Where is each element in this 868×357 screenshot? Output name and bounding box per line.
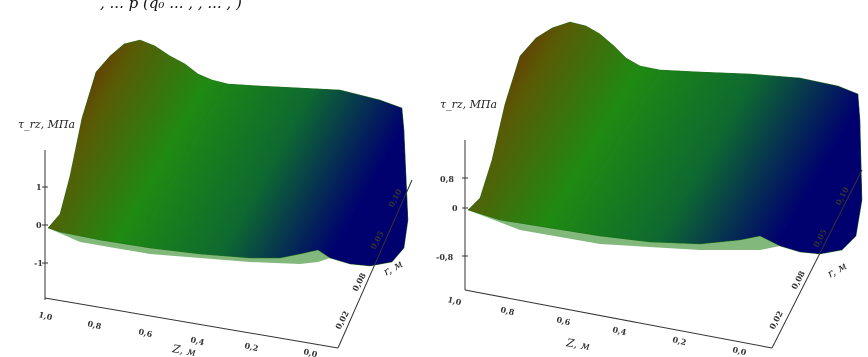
chart-right: 0,8 0 -0,8 τ_rz, МПа 1,0 0,8 0,6 0,4 0,2…: [436, 21, 863, 357]
x-tick-label: 0,8: [500, 304, 516, 317]
x-tick-label: 0,6: [138, 326, 154, 339]
x-tick-label: 0,6: [556, 314, 572, 327]
x-tick-label: 1,0: [38, 309, 54, 322]
surface-right: [467, 21, 863, 255]
x-tick-label: 0,0: [732, 344, 748, 357]
x-tick-label: 1,0: [447, 294, 463, 307]
z-axis-label: τ_rz, МПа: [440, 98, 497, 111]
x-tick-label: 0,8: [87, 318, 103, 331]
r-tick-label: 0,02: [333, 309, 351, 331]
x-tick-label: 0,0: [303, 346, 319, 357]
top-caption: , ... р (q₀ ... , , ... , ): [100, 0, 242, 12]
x-axis-label: Z, м: [170, 342, 196, 357]
x-tick-label: 0,2: [672, 334, 688, 347]
z-axis-label: τ_rz, МПа: [18, 118, 75, 131]
surface-left: [47, 39, 409, 267]
chart-left: 1 0 -1 τ_rz, МПа 1,0 0,8 0,6 0,4 0,2 0,0…: [18, 39, 413, 357]
x-axis-label: Z, м: [564, 336, 590, 353]
r-tick-label: 0,08: [350, 271, 368, 293]
z-tick-label: 0,8: [440, 174, 454, 184]
x-tick-label: 0,4: [190, 334, 206, 347]
x-tick-label: 0,2: [244, 340, 260, 353]
z-tick-label: 0: [452, 203, 458, 213]
z-tick-label: -0,8: [436, 252, 454, 262]
x-tick-label: 0,4: [612, 324, 628, 337]
z-tick-label: 0: [36, 220, 42, 230]
z-tick-label: 1: [36, 182, 42, 192]
r-axis-label: r, м: [825, 259, 849, 280]
r-tick-label: 0,08: [789, 269, 807, 291]
z-tick-label: -1: [34, 258, 43, 268]
